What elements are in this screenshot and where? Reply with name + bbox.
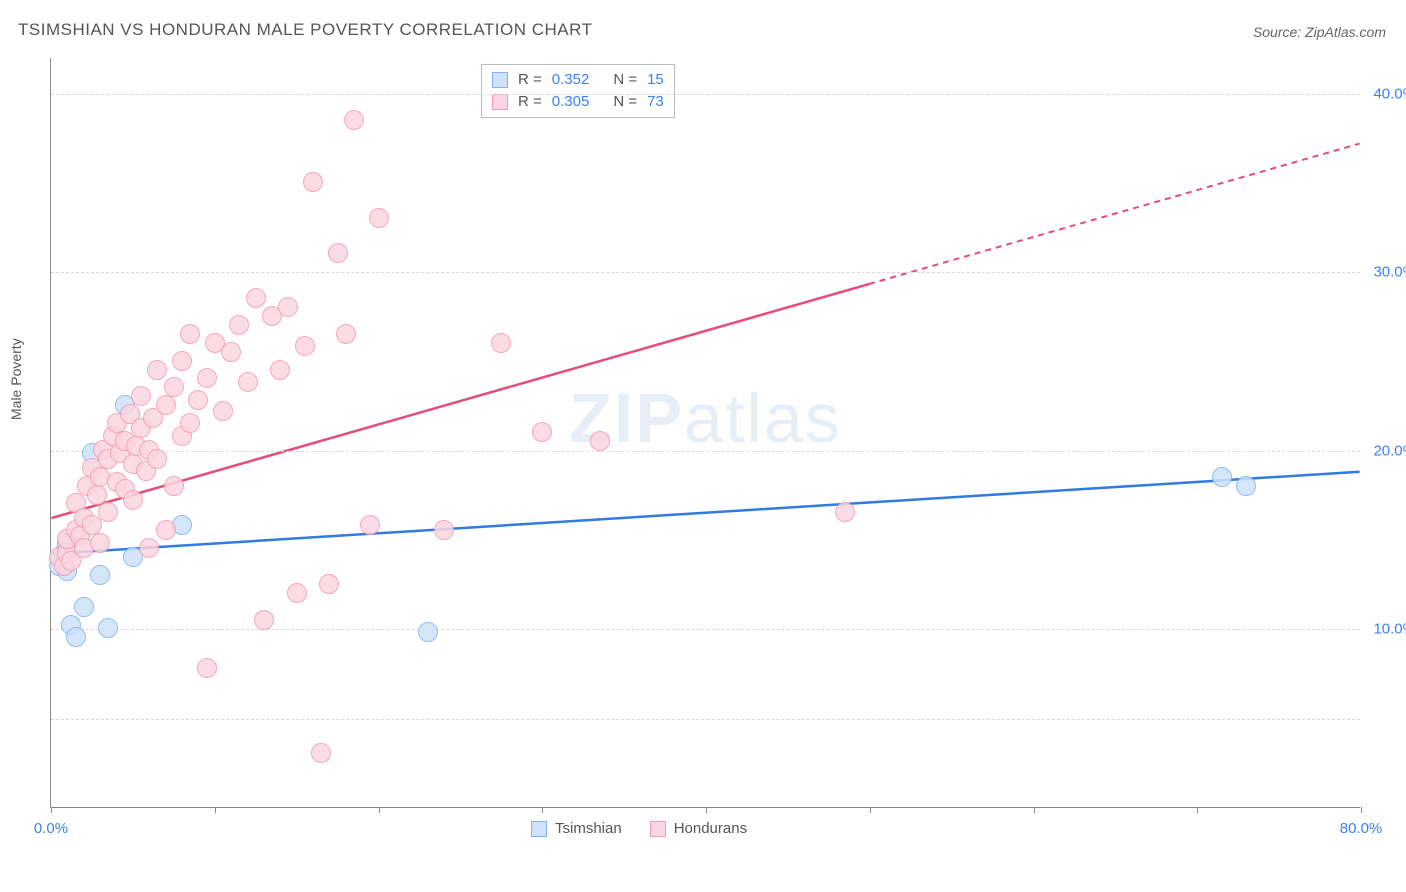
x-tick xyxy=(1361,807,1362,813)
scatter-point xyxy=(295,336,315,356)
scatter-point xyxy=(1212,467,1232,487)
x-tick xyxy=(51,807,52,813)
x-tick-label: 80.0% xyxy=(1340,820,1383,837)
x-tick xyxy=(1034,807,1035,813)
scatter-point xyxy=(98,502,118,522)
chart-title: TSIMSHIAN VS HONDURAN MALE POVERTY CORRE… xyxy=(18,20,593,40)
x-tick xyxy=(379,807,380,813)
y-tick-label: 40.0% xyxy=(1373,85,1406,102)
scatter-point xyxy=(74,597,94,617)
scatter-point xyxy=(532,422,552,442)
scatter-point xyxy=(197,368,217,388)
legend-swatch xyxy=(492,72,508,88)
scatter-point xyxy=(147,449,167,469)
scatter-point xyxy=(66,627,86,647)
scatter-point xyxy=(590,431,610,451)
scatter-point xyxy=(344,110,364,130)
trend-lines xyxy=(51,58,1360,807)
x-tick xyxy=(870,807,871,813)
correlation-legend: R =0.352N =15R =0.305N =73 xyxy=(481,64,675,118)
plot-area: ZIPatlas R =0.352N =15R =0.305N =73 Tsim… xyxy=(50,58,1360,808)
scatter-point xyxy=(156,395,176,415)
scatter-point xyxy=(254,610,274,630)
scatter-point xyxy=(197,658,217,678)
scatter-point xyxy=(180,413,200,433)
legend-swatch xyxy=(650,821,666,837)
gridline xyxy=(51,272,1360,273)
scatter-point xyxy=(303,172,323,192)
scatter-point xyxy=(221,342,241,362)
y-tick-label: 10.0% xyxy=(1373,621,1406,638)
scatter-point xyxy=(1236,476,1256,496)
scatter-point xyxy=(319,574,339,594)
scatter-point xyxy=(90,533,110,553)
scatter-point xyxy=(213,401,233,421)
scatter-point xyxy=(434,520,454,540)
scatter-point xyxy=(180,324,200,344)
scatter-point xyxy=(123,490,143,510)
legend-swatch xyxy=(492,94,508,110)
legend-item: Tsimshian xyxy=(531,820,622,837)
x-tick xyxy=(706,807,707,813)
source-label: Source: ZipAtlas.com xyxy=(1253,24,1386,40)
scatter-point xyxy=(156,520,176,540)
scatter-point xyxy=(90,565,110,585)
scatter-point xyxy=(278,297,298,317)
scatter-point xyxy=(172,351,192,371)
y-axis-label: Male Poverty xyxy=(8,338,24,420)
scatter-point xyxy=(360,515,380,535)
chart-container: TSIMSHIAN VS HONDURAN MALE POVERTY CORRE… xyxy=(0,0,1406,892)
scatter-point xyxy=(188,390,208,410)
legend-swatch xyxy=(531,821,547,837)
scatter-point xyxy=(229,315,249,335)
legend-label: Hondurans xyxy=(674,820,747,837)
scatter-point xyxy=(98,618,118,638)
scatter-point xyxy=(835,502,855,522)
legend-r-label: R = xyxy=(518,69,542,91)
scatter-point xyxy=(418,622,438,642)
scatter-point xyxy=(87,485,107,505)
x-tick-label: 0.0% xyxy=(34,820,68,837)
scatter-point xyxy=(491,333,511,353)
scatter-point xyxy=(336,324,356,344)
legend-label: Tsimshian xyxy=(555,820,622,837)
gridline xyxy=(51,94,1360,95)
watermark: ZIPatlas xyxy=(569,378,842,458)
scatter-point xyxy=(139,538,159,558)
x-tick xyxy=(215,807,216,813)
gridline xyxy=(51,719,1360,720)
x-tick xyxy=(542,807,543,813)
gridline xyxy=(51,451,1360,452)
series-legend: Tsimshian Hondurans xyxy=(531,820,747,837)
legend-r-value: 0.352 xyxy=(552,69,590,91)
scatter-point xyxy=(147,360,167,380)
scatter-point xyxy=(238,372,258,392)
scatter-point xyxy=(246,288,266,308)
legend-row: R = 0.352 N = 15 xyxy=(492,69,664,91)
scatter-point xyxy=(311,743,331,763)
y-tick-label: 20.0% xyxy=(1373,442,1406,459)
scatter-point xyxy=(164,476,184,496)
y-tick-label: 30.0% xyxy=(1373,264,1406,281)
scatter-point xyxy=(287,583,307,603)
legend-n-label: N = xyxy=(613,69,637,91)
scatter-point xyxy=(131,386,151,406)
scatter-point xyxy=(270,360,290,380)
scatter-point xyxy=(369,208,389,228)
scatter-point xyxy=(164,377,184,397)
legend-item: Hondurans xyxy=(650,820,747,837)
legend-n-value: 15 xyxy=(647,69,664,91)
scatter-point xyxy=(328,243,348,263)
x-tick xyxy=(1197,807,1198,813)
gridline xyxy=(51,629,1360,630)
